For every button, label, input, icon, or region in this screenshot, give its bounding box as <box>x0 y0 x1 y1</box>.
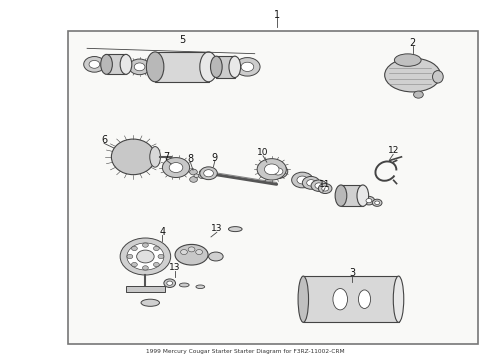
Text: 13: 13 <box>169 263 180 272</box>
Ellipse shape <box>393 276 404 322</box>
Circle shape <box>375 201 380 204</box>
Circle shape <box>241 62 254 72</box>
Text: 1999 Mercury Cougar Starter Starter Diagram for F3RZ-11002-CRM: 1999 Mercury Cougar Starter Starter Diag… <box>146 348 344 354</box>
Circle shape <box>158 255 164 258</box>
Circle shape <box>143 266 148 270</box>
Circle shape <box>190 169 197 175</box>
Circle shape <box>311 180 327 192</box>
Ellipse shape <box>101 54 112 74</box>
Ellipse shape <box>111 139 155 175</box>
Text: 5: 5 <box>179 36 185 45</box>
Ellipse shape <box>211 56 222 77</box>
Circle shape <box>188 247 195 252</box>
Circle shape <box>302 176 320 189</box>
Bar <box>68 31 478 344</box>
Circle shape <box>292 172 313 188</box>
Text: 2: 2 <box>410 38 416 48</box>
Ellipse shape <box>333 288 347 310</box>
Bar <box>126 286 165 292</box>
Circle shape <box>153 246 159 251</box>
Circle shape <box>322 186 329 191</box>
Circle shape <box>167 281 172 285</box>
Circle shape <box>269 165 288 179</box>
Text: 1: 1 <box>273 10 280 20</box>
Text: 13: 13 <box>211 224 222 233</box>
Circle shape <box>84 57 105 72</box>
Circle shape <box>89 60 100 68</box>
Circle shape <box>129 59 150 75</box>
Ellipse shape <box>120 54 132 74</box>
Circle shape <box>127 255 133 258</box>
Text: 4: 4 <box>159 226 166 237</box>
Circle shape <box>153 262 159 267</box>
Circle shape <box>200 167 217 180</box>
Ellipse shape <box>200 52 217 82</box>
Text: 8: 8 <box>188 154 194 165</box>
Ellipse shape <box>150 147 160 167</box>
Text: 10: 10 <box>257 148 269 157</box>
Ellipse shape <box>196 285 205 288</box>
Text: 3: 3 <box>349 268 355 278</box>
Circle shape <box>143 243 148 247</box>
Text: 11: 11 <box>319 180 331 189</box>
Circle shape <box>198 173 206 179</box>
Circle shape <box>131 246 137 251</box>
Ellipse shape <box>335 185 347 206</box>
Ellipse shape <box>394 54 421 66</box>
Circle shape <box>120 238 171 275</box>
Ellipse shape <box>357 185 368 206</box>
Ellipse shape <box>175 244 208 265</box>
Circle shape <box>164 279 175 288</box>
Bar <box>106 54 126 74</box>
Ellipse shape <box>147 52 164 82</box>
Ellipse shape <box>228 226 242 231</box>
Circle shape <box>265 164 279 175</box>
Bar <box>155 52 209 82</box>
Circle shape <box>235 58 260 76</box>
Circle shape <box>363 196 375 205</box>
Circle shape <box>414 91 423 98</box>
Ellipse shape <box>141 299 159 306</box>
Ellipse shape <box>229 56 241 77</box>
Bar <box>217 56 235 77</box>
Bar <box>303 276 398 322</box>
Bar <box>341 185 363 206</box>
Circle shape <box>194 174 199 177</box>
Circle shape <box>307 180 316 186</box>
Circle shape <box>181 249 187 255</box>
Text: 9: 9 <box>212 153 218 163</box>
Ellipse shape <box>359 290 370 309</box>
Ellipse shape <box>209 252 223 261</box>
Circle shape <box>162 158 190 177</box>
Ellipse shape <box>298 276 309 322</box>
Text: 6: 6 <box>101 135 107 145</box>
Ellipse shape <box>179 283 189 287</box>
Ellipse shape <box>433 71 443 83</box>
Circle shape <box>137 250 154 263</box>
Circle shape <box>190 177 197 182</box>
Circle shape <box>372 199 382 206</box>
Circle shape <box>297 176 308 184</box>
Circle shape <box>169 163 183 172</box>
Circle shape <box>366 198 372 203</box>
Circle shape <box>196 249 202 255</box>
Circle shape <box>315 183 323 189</box>
Circle shape <box>134 63 145 71</box>
Text: 12: 12 <box>388 146 399 155</box>
Ellipse shape <box>385 58 441 92</box>
Circle shape <box>273 168 283 175</box>
Circle shape <box>131 262 137 267</box>
Circle shape <box>127 243 164 270</box>
Circle shape <box>204 170 214 177</box>
Text: 7: 7 <box>163 152 170 162</box>
Circle shape <box>318 184 332 194</box>
Circle shape <box>257 159 286 180</box>
